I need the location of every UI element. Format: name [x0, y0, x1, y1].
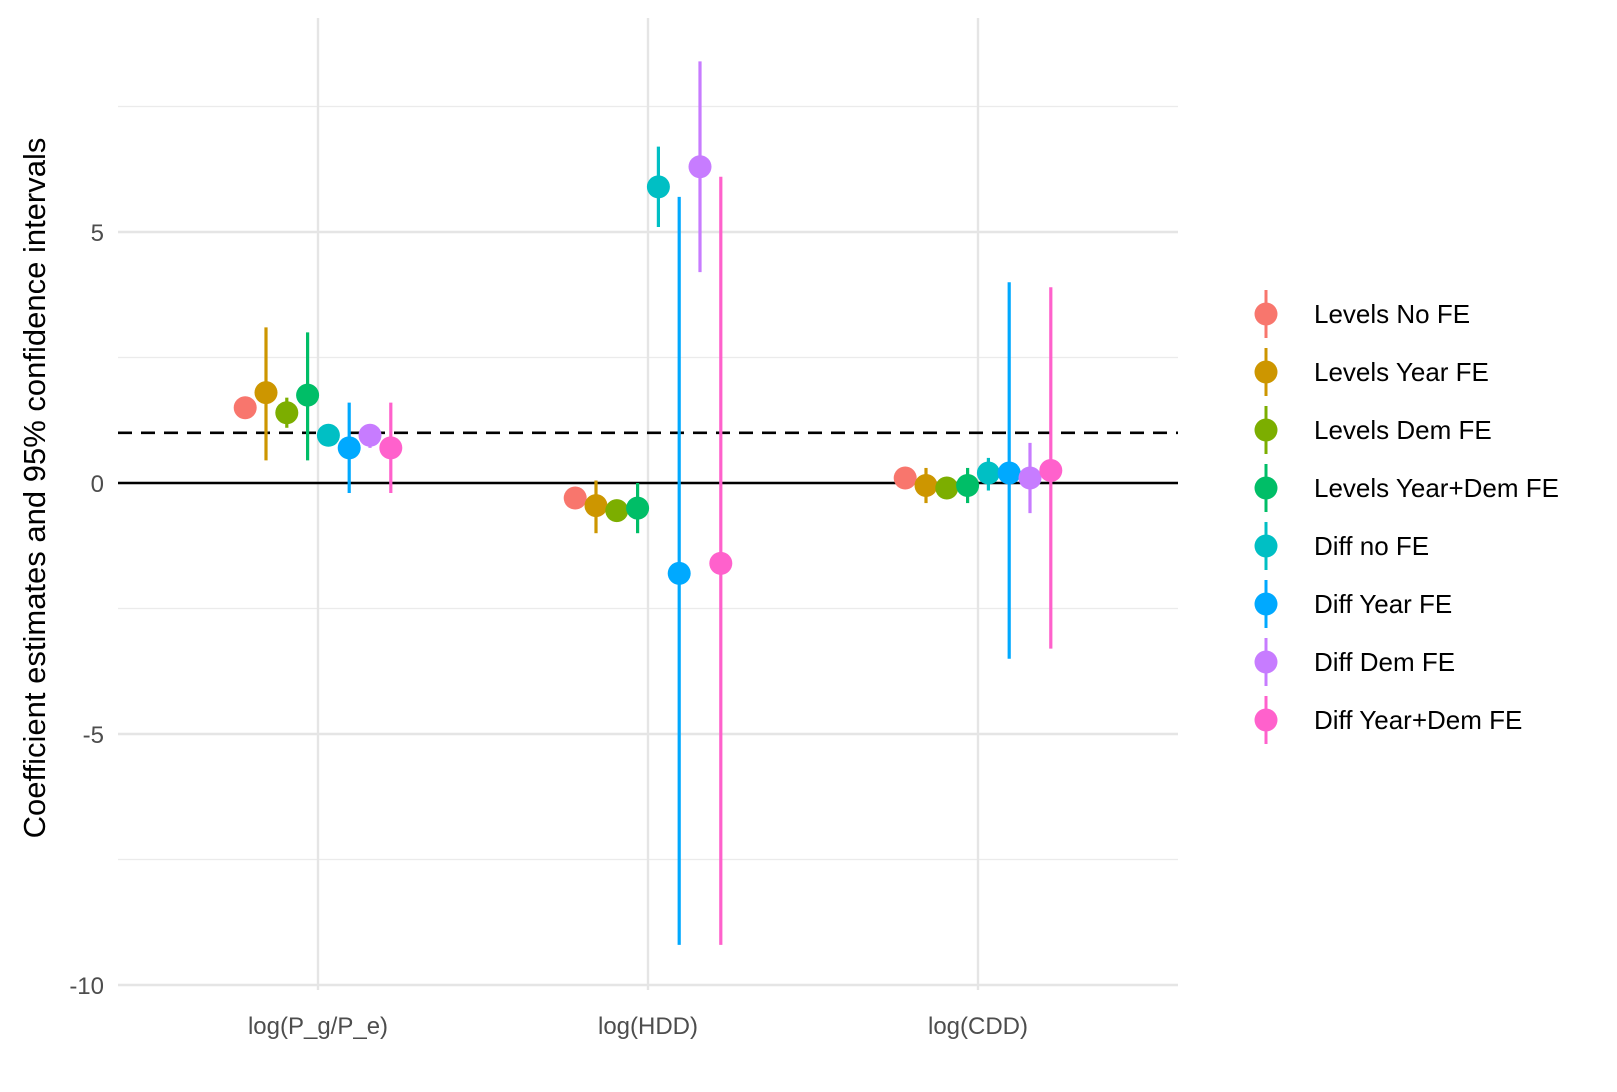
point-estimate	[997, 461, 1021, 485]
legend-key-point	[1254, 360, 1278, 384]
legend-key-point	[1254, 592, 1278, 616]
legend-label: Diff Year+Dem FE	[1314, 705, 1522, 735]
y-tick-label: -10	[69, 973, 104, 1000]
point-estimate	[1039, 458, 1063, 482]
point-estimate	[316, 423, 340, 447]
point-estimate	[976, 461, 1000, 485]
y-axis-title: Coefficient estimates and 95% confidence…	[17, 138, 52, 839]
legend-item: Levels Year FE	[1254, 348, 1489, 396]
data-marks	[233, 61, 1063, 945]
point-estimate	[667, 561, 691, 585]
x-tick-label: log(CDD)	[928, 1013, 1028, 1040]
y-axis-tick-labels: -10 -5 0 5	[69, 220, 104, 1000]
legend-item: Diff Dem FE	[1254, 638, 1455, 686]
point-estimate	[1018, 466, 1042, 490]
point-estimate	[275, 401, 299, 425]
x-tick-label: log(P_g/P_e)	[248, 1013, 388, 1040]
point-estimate	[605, 499, 629, 523]
point-estimate	[956, 474, 980, 498]
legend-key-point	[1254, 418, 1278, 442]
legend-label: Levels Year FE	[1314, 357, 1489, 387]
legend-item: Diff Year+Dem FE	[1254, 696, 1522, 744]
x-tick-label: log(HDD)	[598, 1013, 698, 1040]
legend-label: Diff Dem FE	[1314, 647, 1455, 677]
legend-key-point	[1254, 650, 1278, 674]
point-estimate	[688, 155, 712, 179]
y-tick-label: 5	[91, 220, 104, 247]
x-axis-tick-labels: log(P_g/P_e) log(HDD) log(CDD)	[248, 1013, 1028, 1040]
legend-item: Levels Dem FE	[1254, 406, 1492, 454]
y-tick-label: -5	[83, 722, 104, 749]
legend-key-point	[1254, 708, 1278, 732]
legend: Levels No FE Levels Year FE Levels Dem FE L…	[1254, 290, 1559, 744]
legend-key-point	[1254, 476, 1278, 500]
point-estimate	[584, 494, 608, 518]
point-estimate	[893, 466, 917, 490]
legend-item: Levels Year+Dem FE	[1254, 464, 1559, 512]
legend-key-point	[1254, 302, 1278, 326]
legend-label: Diff Year FE	[1314, 589, 1452, 619]
legend-item: Diff Year FE	[1254, 580, 1452, 628]
point-estimate	[233, 396, 257, 420]
reference-lines	[118, 431, 1178, 485]
point-estimate	[296, 383, 320, 407]
point-estimate	[935, 476, 959, 500]
y-tick-label: 0	[91, 471, 104, 498]
legend-key-point	[1254, 534, 1278, 558]
point-estimate	[358, 423, 382, 447]
legend-item: Levels No FE	[1254, 290, 1470, 338]
point-estimate	[626, 496, 650, 520]
legend-label: Levels Dem FE	[1314, 415, 1492, 445]
legend-label: Levels Year+Dem FE	[1314, 473, 1559, 503]
point-estimate	[337, 436, 361, 460]
legend-label: Diff no FE	[1314, 531, 1429, 561]
point-estimate	[914, 474, 938, 498]
point-estimate	[379, 436, 403, 460]
legend-label: Levels No FE	[1314, 299, 1470, 329]
point-estimate	[563, 486, 587, 510]
point-estimate	[709, 551, 733, 575]
point-estimate	[646, 175, 670, 199]
point-estimate	[254, 381, 278, 405]
legend-item: Diff no FE	[1254, 522, 1429, 570]
